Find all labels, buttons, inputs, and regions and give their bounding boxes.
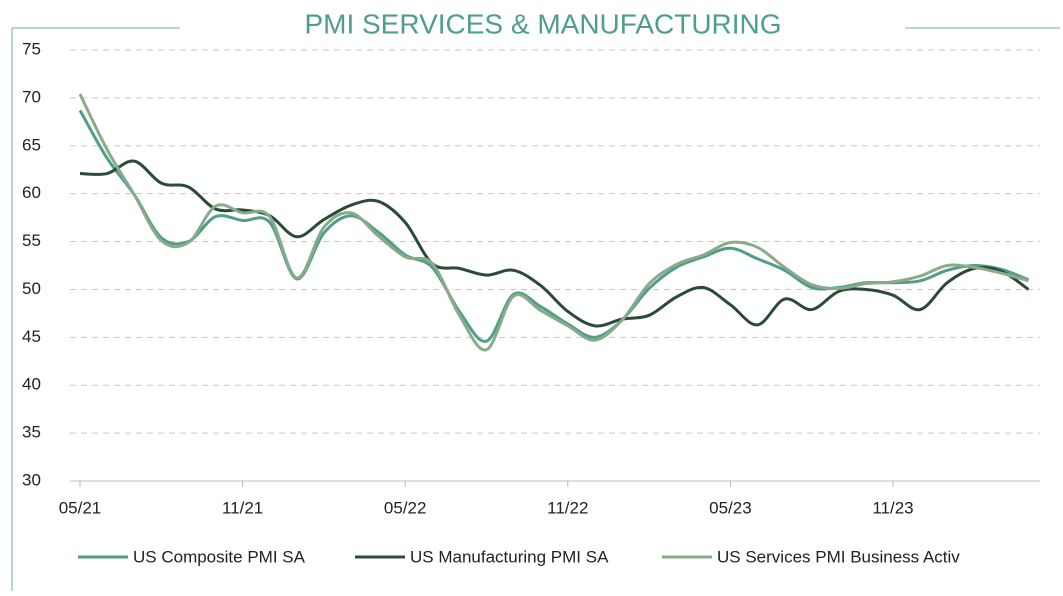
x-tick-label: 05/23 [709, 498, 752, 517]
series-line [78, 109, 1030, 343]
y-tick-label: 35 [22, 423, 41, 442]
legend-label: US Manufacturing PMI SA [410, 547, 609, 566]
y-tick-label: 70 [22, 87, 41, 106]
x-tick-label: 11/23 [872, 498, 913, 517]
y-tick-label: 50 [22, 279, 41, 298]
y-tick-label: 65 [22, 135, 41, 154]
x-tick-label: 11/21 [222, 498, 263, 517]
y-tick-label: 75 [22, 39, 41, 58]
series-line [78, 93, 1029, 352]
x-tick-label: 11/22 [547, 498, 588, 517]
y-tick-label: 60 [22, 183, 41, 202]
legend-label: US Services PMI Business Activ [717, 547, 960, 566]
y-tick-label: 55 [22, 231, 41, 250]
y-tick-label: 40 [22, 375, 41, 394]
y-tick-label: 30 [22, 470, 41, 489]
y-tick-label: 45 [22, 327, 41, 346]
x-tick-label: 05/21 [59, 498, 102, 517]
chart-title: PMI SERVICES & MANUFACTURING [304, 8, 781, 39]
series-line [79, 159, 1030, 328]
x-tick-label: 05/22 [384, 498, 427, 517]
legend-label: US Composite PMI SA [133, 547, 306, 566]
